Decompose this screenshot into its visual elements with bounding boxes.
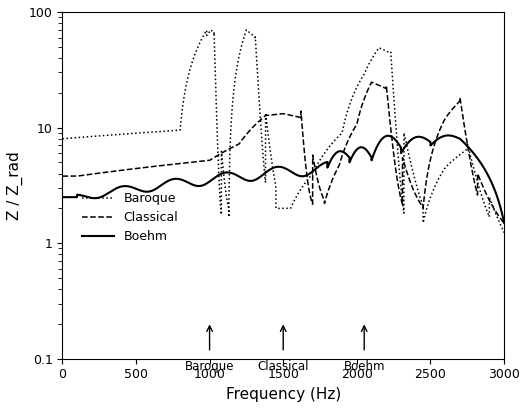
Boehm	[445, 133, 452, 138]
Classical	[368, 80, 375, 85]
Baroque	[226, 194, 232, 199]
Baroque	[59, 136, 65, 141]
Boehm	[59, 195, 65, 200]
Baroque	[167, 128, 173, 133]
Line: Baroque: Baroque	[62, 30, 504, 233]
Line: Classical: Classical	[62, 82, 504, 223]
Classical	[167, 162, 173, 167]
Classical	[497, 216, 504, 221]
Boehm	[164, 179, 171, 184]
Boehm	[162, 180, 168, 185]
X-axis label: Frequency (Hz): Frequency (Hz)	[226, 387, 341, 402]
Baroque	[164, 128, 171, 133]
Line: Boehm: Boehm	[62, 135, 504, 223]
Text: Boehm: Boehm	[344, 360, 385, 373]
Classical	[226, 147, 232, 152]
Classical	[501, 220, 508, 225]
Text: Classical: Classical	[258, 360, 309, 373]
Classical	[257, 117, 264, 122]
Baroque	[162, 129, 168, 134]
Baroque	[257, 117, 264, 122]
Boehm	[257, 174, 264, 179]
Classical	[162, 163, 168, 168]
Classical	[59, 174, 65, 179]
Baroque	[208, 27, 214, 32]
Classical	[164, 162, 171, 167]
Baroque	[501, 230, 508, 235]
Text: Baroque: Baroque	[185, 360, 235, 373]
Boehm	[167, 178, 173, 183]
Boehm	[497, 206, 504, 211]
Y-axis label: Z / Z_rad: Z / Z_rad	[7, 151, 23, 220]
Baroque	[497, 223, 504, 228]
Boehm	[501, 220, 508, 225]
Boehm	[226, 170, 232, 175]
Legend: Baroque, Classical, Boehm: Baroque, Classical, Boehm	[77, 187, 183, 249]
